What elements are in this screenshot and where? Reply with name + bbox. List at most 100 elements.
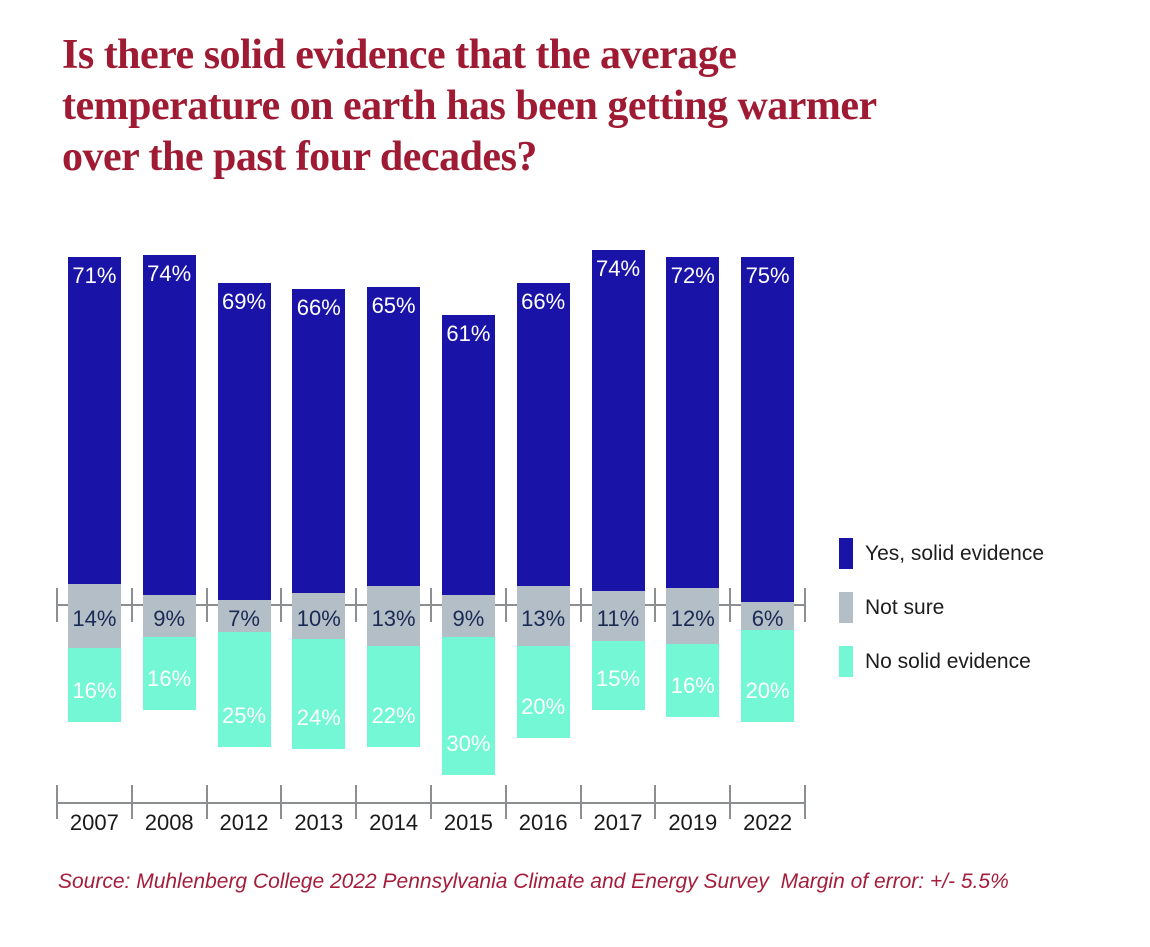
baseline-tick — [205, 588, 208, 622]
bar-2022-yes-segment — [741, 257, 795, 603]
bar-2017-no-segment — [591, 641, 645, 711]
bar-2012-no-label: 25% — [221, 703, 267, 729]
baseline-tick — [355, 588, 358, 622]
category-tick — [654, 785, 657, 819]
legend-swatch-no — [839, 646, 853, 677]
bar-2016-no-label: 20% — [521, 693, 566, 719]
bar-2012-notsure-label: 7% — [228, 606, 260, 631]
bar-2019-notsure-segment — [666, 588, 720, 644]
baseline-tick — [130, 588, 133, 622]
bar-2022-no-segment — [741, 629, 795, 722]
legend-swatch-not_sure — [839, 592, 853, 623]
bar-2012-notsure-segment — [217, 599, 271, 633]
axis-label-2019: 2019 — [668, 810, 718, 835]
legend-label-yes: Yes, solid evidence — [865, 541, 1045, 565]
bar-2019-notsure-label: 12% — [670, 606, 715, 631]
bar-2022-no-label: 20% — [745, 677, 790, 703]
bar-2015-yes-label: 61% — [446, 320, 491, 346]
bar-2016-yes-label: 66% — [521, 288, 566, 314]
bar-2017-notsure-segment — [591, 590, 645, 642]
chart-title-line: temperature on earth has been getting wa… — [62, 83, 877, 129]
axis-label-2016: 2016 — [518, 810, 568, 835]
bar-2014-yes-segment — [367, 287, 421, 587]
bar-2007-notsure-label: 14% — [72, 606, 117, 631]
bar-2019-yes-label: 72% — [670, 263, 715, 289]
baseline-tick — [579, 588, 582, 622]
legend-item-not_sure: Not sure — [839, 592, 1079, 623]
bar-2013-yes-segment — [292, 289, 346, 593]
bar-2016-no-segment — [516, 645, 570, 738]
bar-2015-notsure-segment — [441, 595, 495, 637]
bar-2016-notsure-segment — [516, 586, 570, 646]
bar-2022-yes-label: 75% — [745, 263, 790, 289]
category-tick — [355, 785, 358, 819]
axis-label-2015: 2015 — [443, 810, 493, 835]
bar-2013-no-segment — [292, 639, 346, 750]
chart-title-line: Is there solid evidence that the average — [62, 32, 737, 78]
category-tick — [504, 785, 507, 819]
legend-label-not_sure: Not sure — [865, 595, 945, 619]
axis-label-2013: 2013 — [294, 810, 344, 835]
bar-2013-notsure-label: 10% — [296, 606, 341, 631]
category-tick — [205, 785, 208, 819]
category-tick — [280, 785, 283, 819]
category-tick — [130, 785, 133, 819]
bar-2012-yes-segment — [217, 282, 271, 600]
baseline-tick — [280, 588, 283, 622]
bar-2014-notsure-label: 13% — [371, 606, 416, 631]
category-tick — [804, 785, 806, 819]
bar-2015-notsure-label: 9% — [452, 606, 485, 631]
axis-label-2007: 2007 — [69, 810, 119, 835]
category-tick — [430, 785, 432, 819]
chart-title-line: over the past four decades? — [62, 134, 537, 180]
bar-2022-notsure-label: 6% — [751, 606, 784, 631]
chart-title: Is there solid evidence that the average… — [62, 30, 1122, 183]
bar-2022-notsure-segment — [741, 602, 795, 630]
legend-item-no: No solid evidence — [839, 646, 1079, 677]
bar-2015-no-segment — [441, 636, 495, 775]
axis-label-2014: 2014 — [369, 810, 419, 835]
bar-2012-no-segment — [217, 632, 271, 748]
bar-2015-no-label: 30% — [446, 730, 491, 756]
legend-item-yes: Yes, solid evidence — [839, 538, 1079, 569]
axis-label-2017: 2017 — [593, 810, 643, 835]
bar-2017-yes-segment — [591, 250, 645, 591]
bar-2008-yes-segment — [142, 254, 196, 596]
bar-2014-notsure-segment — [367, 586, 421, 646]
legend-label-no: No solid evidence — [865, 649, 1031, 673]
baseline-tick — [804, 588, 806, 622]
bar-2008-notsure-label: 9% — [153, 606, 186, 631]
bar-2019-no-label: 16% — [670, 673, 715, 699]
axis-label-2022: 2022 — [743, 810, 793, 835]
bar-2013-no-label: 24% — [296, 705, 341, 731]
bar-2012-yes-label: 69% — [221, 288, 267, 314]
bar-2013-yes-label: 66% — [296, 295, 341, 321]
bar-2008-no-segment — [142, 636, 196, 711]
bar-2016-yes-segment — [516, 282, 570, 587]
bar-2017-yes-label: 74% — [595, 256, 641, 282]
bar-2007-notsure-segment — [67, 583, 121, 649]
category-tick — [579, 785, 582, 819]
source-note: Source: Muhlenberg College 2022 Pennsylv… — [58, 870, 1009, 893]
baseline-tick — [504, 588, 507, 622]
bar-2007-no-label: 16% — [72, 677, 117, 703]
bar-2008-notsure-segment — [142, 595, 196, 637]
bar-2014-no-segment — [367, 645, 421, 748]
bar-2014-yes-label: 65% — [371, 293, 416, 319]
category-tick — [56, 785, 58, 819]
bar-2019-no-segment — [666, 643, 720, 718]
bar-2016-notsure-label: 13% — [521, 606, 566, 631]
bar-2008-no-label: 16% — [147, 666, 192, 692]
baseline-tick — [430, 588, 432, 622]
baseline-tick — [729, 588, 732, 622]
bar-2008-yes-label: 74% — [147, 260, 192, 286]
bar-2013-notsure-segment — [292, 593, 346, 639]
bar-2007-yes-segment — [67, 257, 121, 584]
bar-2017-no-label: 15% — [595, 666, 641, 692]
legend-swatch-yes — [839, 538, 853, 569]
bar-2017-notsure-label: 11% — [596, 606, 640, 631]
bar-2014-no-label: 22% — [371, 703, 416, 729]
bar-2015-yes-segment — [441, 314, 495, 596]
